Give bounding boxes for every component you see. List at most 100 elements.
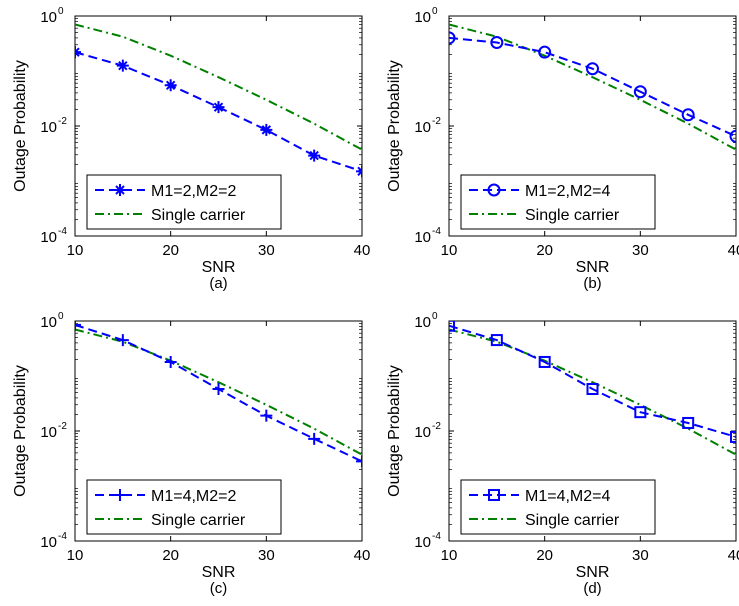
data-point-marker: [538, 355, 551, 368]
panel-caption: (c): [210, 580, 228, 597]
y-tick-exponent: 0: [432, 6, 438, 17]
series-line: [449, 324, 736, 438]
x-tick-label: 10: [441, 547, 458, 564]
legend-marker: [114, 489, 126, 501]
y-tick-exponent: -4: [432, 531, 441, 542]
y-tick-exponent: -2: [58, 421, 67, 432]
data-point-marker: [75, 321, 81, 331]
data-point-marker: [116, 59, 129, 72]
y-tick-label: 10: [414, 119, 431, 136]
y-axis-label: Outage Probability: [386, 60, 403, 192]
y-tick-exponent: 0: [58, 311, 64, 322]
series-line: [449, 36, 736, 138]
y-tick-exponent: -4: [432, 226, 441, 237]
data-point-marker: [164, 79, 177, 92]
x-tick-label: 40: [354, 547, 371, 564]
x-tick-label: 20: [536, 242, 553, 259]
legend: M1=4,M2=2 Single carrier: [86, 479, 282, 535]
data-point-marker: [729, 129, 736, 143]
data-point-marker: [308, 149, 321, 162]
legend-entry: Single carrier: [525, 512, 620, 529]
data-point-marker: [212, 383, 225, 396]
x-tick-label: 30: [632, 242, 649, 259]
y-tick-exponent: -2: [432, 116, 441, 127]
x-tick-label: 10: [441, 242, 458, 259]
data-point-marker: [538, 45, 552, 59]
legend-entry: Single carrier: [151, 512, 246, 529]
legend: M1=2,M2=4 Single carrier: [460, 174, 656, 230]
legend-marker: [114, 184, 126, 196]
y-tick-label: 10: [40, 229, 57, 246]
x-axis-label: SNR: [576, 259, 610, 276]
data-point-marker: [490, 35, 504, 49]
data-point-marker: [682, 416, 695, 429]
y-tick-label: 10: [40, 534, 57, 551]
y-axis-label: Outage Probability: [12, 365, 29, 497]
series-group: [75, 23, 362, 178]
y-tick-exponent: -4: [58, 531, 67, 542]
x-tick-label: 30: [258, 242, 275, 259]
data-point-marker: [586, 383, 599, 396]
legend: M1=4,M2=4 Single carrier: [460, 479, 656, 535]
x-tick-label: 30: [258, 547, 275, 564]
x-tick-label: 20: [162, 547, 179, 564]
y-tick-label: 10: [40, 424, 57, 441]
legend-entry: M1=2,M2=2: [151, 183, 236, 200]
y-tick-exponent: 0: [58, 6, 64, 17]
series-group: [449, 321, 736, 456]
legend-entry: M1=2,M2=4: [525, 183, 610, 200]
x-tick-label: 10: [67, 242, 84, 259]
x-axis-label: SNR: [576, 564, 610, 581]
y-axis-label: Outage Probability: [12, 60, 29, 192]
y-tick-label: 10: [40, 9, 57, 26]
series-line: [449, 328, 736, 456]
y-tick-label: 10: [414, 534, 431, 551]
y-tick-label: 10: [414, 9, 431, 26]
x-tick-label: 20: [536, 547, 553, 564]
series-group: [449, 23, 736, 151]
series-group: [75, 321, 362, 468]
data-point-marker: [260, 123, 273, 136]
y-tick-label: 10: [40, 119, 57, 136]
y-axis-label: Outage Probability: [386, 365, 403, 497]
y-tick-label: 10: [40, 314, 57, 331]
x-tick-label: 20: [162, 242, 179, 259]
data-point-marker: [449, 31, 456, 45]
data-point-marker: [164, 355, 177, 368]
y-tick-label: 10: [414, 229, 431, 246]
y-tick-exponent: 0: [432, 311, 438, 322]
legend-entry: Single carrier: [525, 207, 620, 224]
legend-marker: [487, 183, 501, 197]
x-axis-label: SNR: [202, 564, 236, 581]
series-line: [449, 23, 736, 151]
x-tick-label: 10: [67, 547, 84, 564]
data-point-marker: [212, 101, 225, 114]
data-point-marker: [449, 321, 455, 332]
data-point-marker: [586, 62, 599, 76]
y-tick-exponent: -4: [58, 226, 67, 237]
series-line: [75, 328, 362, 456]
x-tick-label: 40: [354, 242, 371, 259]
legend: M1=2,M2=2 Single carrier: [86, 174, 282, 230]
data-point-marker: [308, 432, 321, 445]
legend-entry: M1=4,M2=4: [525, 488, 610, 505]
x-tick-label: 40: [728, 242, 739, 259]
data-point-marker: [634, 406, 647, 419]
data-point-marker: [490, 334, 503, 347]
legend-entry: Single carrier: [151, 207, 246, 224]
x-tick-label: 40: [728, 547, 739, 564]
data-point-marker: [730, 430, 736, 443]
data-point-marker: [681, 108, 695, 122]
panel-caption: (d): [583, 580, 601, 597]
data-point-marker: [260, 409, 273, 422]
x-tick-label: 30: [632, 547, 649, 564]
series-line: [75, 23, 362, 151]
data-point-marker: [116, 334, 129, 347]
legend-marker: [488, 489, 500, 501]
data-point-marker: [633, 85, 647, 99]
